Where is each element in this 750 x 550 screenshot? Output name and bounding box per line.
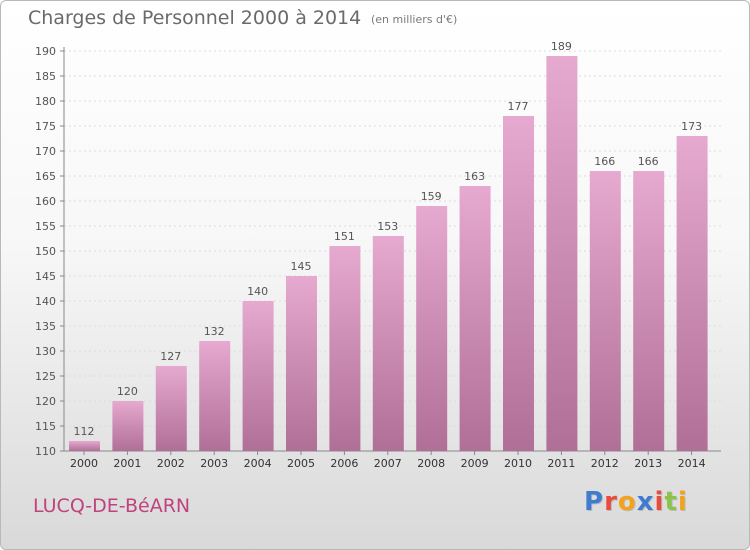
data-label: 145: [291, 260, 312, 273]
logo-letter: o: [617, 487, 637, 517]
data-label: 127: [160, 350, 181, 363]
x-tick-label: 2005: [287, 457, 315, 470]
y-tick-label: 170: [35, 145, 56, 158]
data-label: 140: [247, 285, 268, 298]
x-tick-label: 2001: [113, 457, 141, 470]
x-tick-label: 2000: [70, 457, 98, 470]
x-tick-label: 2004: [244, 457, 272, 470]
y-tick-label: 140: [35, 295, 56, 308]
logo-letter: r: [604, 487, 618, 517]
data-label: 151: [334, 230, 355, 243]
commune-name: LUCQ-DE-BéARN: [33, 495, 191, 517]
x-tick-label: 2006: [330, 457, 358, 470]
chart-title: Charges de Personnel 2000 à 2014: [28, 7, 362, 29]
data-label: 173: [681, 120, 702, 133]
bar: [589, 171, 621, 451]
y-tick-label: 190: [35, 45, 56, 58]
data-label: 112: [74, 425, 95, 438]
x-tick-label: 2009: [461, 457, 489, 470]
y-tick-label: 155: [35, 220, 56, 233]
y-tick-label: 145: [35, 270, 56, 283]
logo-letter: i: [654, 487, 665, 517]
data-label: 189: [551, 40, 572, 53]
data-label: 153: [377, 220, 398, 233]
logo-letter: t: [664, 487, 678, 517]
bar: [286, 276, 317, 451]
data-label: 166: [638, 155, 659, 168]
y-tick-label: 160: [35, 195, 56, 208]
x-tick-label: 2007: [374, 457, 402, 470]
bar: [676, 136, 708, 451]
bar: [242, 301, 274, 451]
x-tick-label: 2013: [634, 457, 662, 470]
proxiti-logo: Proxiti: [584, 487, 688, 517]
y-tick-label: 110: [35, 445, 56, 458]
logo-letter: x: [636, 487, 655, 517]
bar: [69, 441, 100, 451]
data-label: 166: [594, 155, 615, 168]
data-label: 159: [421, 190, 442, 203]
y-tick-label: 135: [35, 320, 56, 333]
x-tick-label: 2011: [547, 457, 575, 470]
bar: [155, 366, 187, 451]
bar: [329, 246, 361, 451]
x-tick-label: 2014: [678, 457, 706, 470]
bar: [633, 171, 665, 451]
bar: [112, 401, 144, 451]
x-tick-label: 2002: [157, 457, 185, 470]
y-tick-label: 125: [35, 370, 56, 383]
data-label: 120: [117, 385, 138, 398]
y-tick-label: 130: [35, 345, 56, 358]
bar: [503, 116, 534, 451]
chart-subtitle: (en milliers d'€): [371, 13, 458, 26]
y-tick-label: 165: [35, 170, 56, 183]
bar: [416, 206, 448, 451]
x-tick-label: 2010: [504, 457, 532, 470]
logo-letter: P: [584, 487, 605, 517]
y-tick-label: 175: [35, 120, 56, 133]
x-tick-label: 2003: [200, 457, 228, 470]
y-tick-label: 115: [35, 420, 56, 433]
bar: [459, 186, 491, 451]
data-label: 132: [204, 325, 225, 338]
y-tick-label: 120: [35, 395, 56, 408]
logo-letter: i: [677, 487, 688, 517]
data-label: 177: [508, 100, 529, 113]
x-tick-label: 2012: [591, 457, 619, 470]
bar: [372, 236, 404, 451]
bar: [199, 341, 231, 451]
data-label: 163: [464, 170, 485, 183]
y-tick-label: 150: [35, 245, 56, 258]
x-tick-label: 2008: [417, 457, 445, 470]
bar: [546, 56, 578, 451]
y-tick-label: 180: [35, 95, 56, 108]
y-tick-label: 185: [35, 70, 56, 83]
